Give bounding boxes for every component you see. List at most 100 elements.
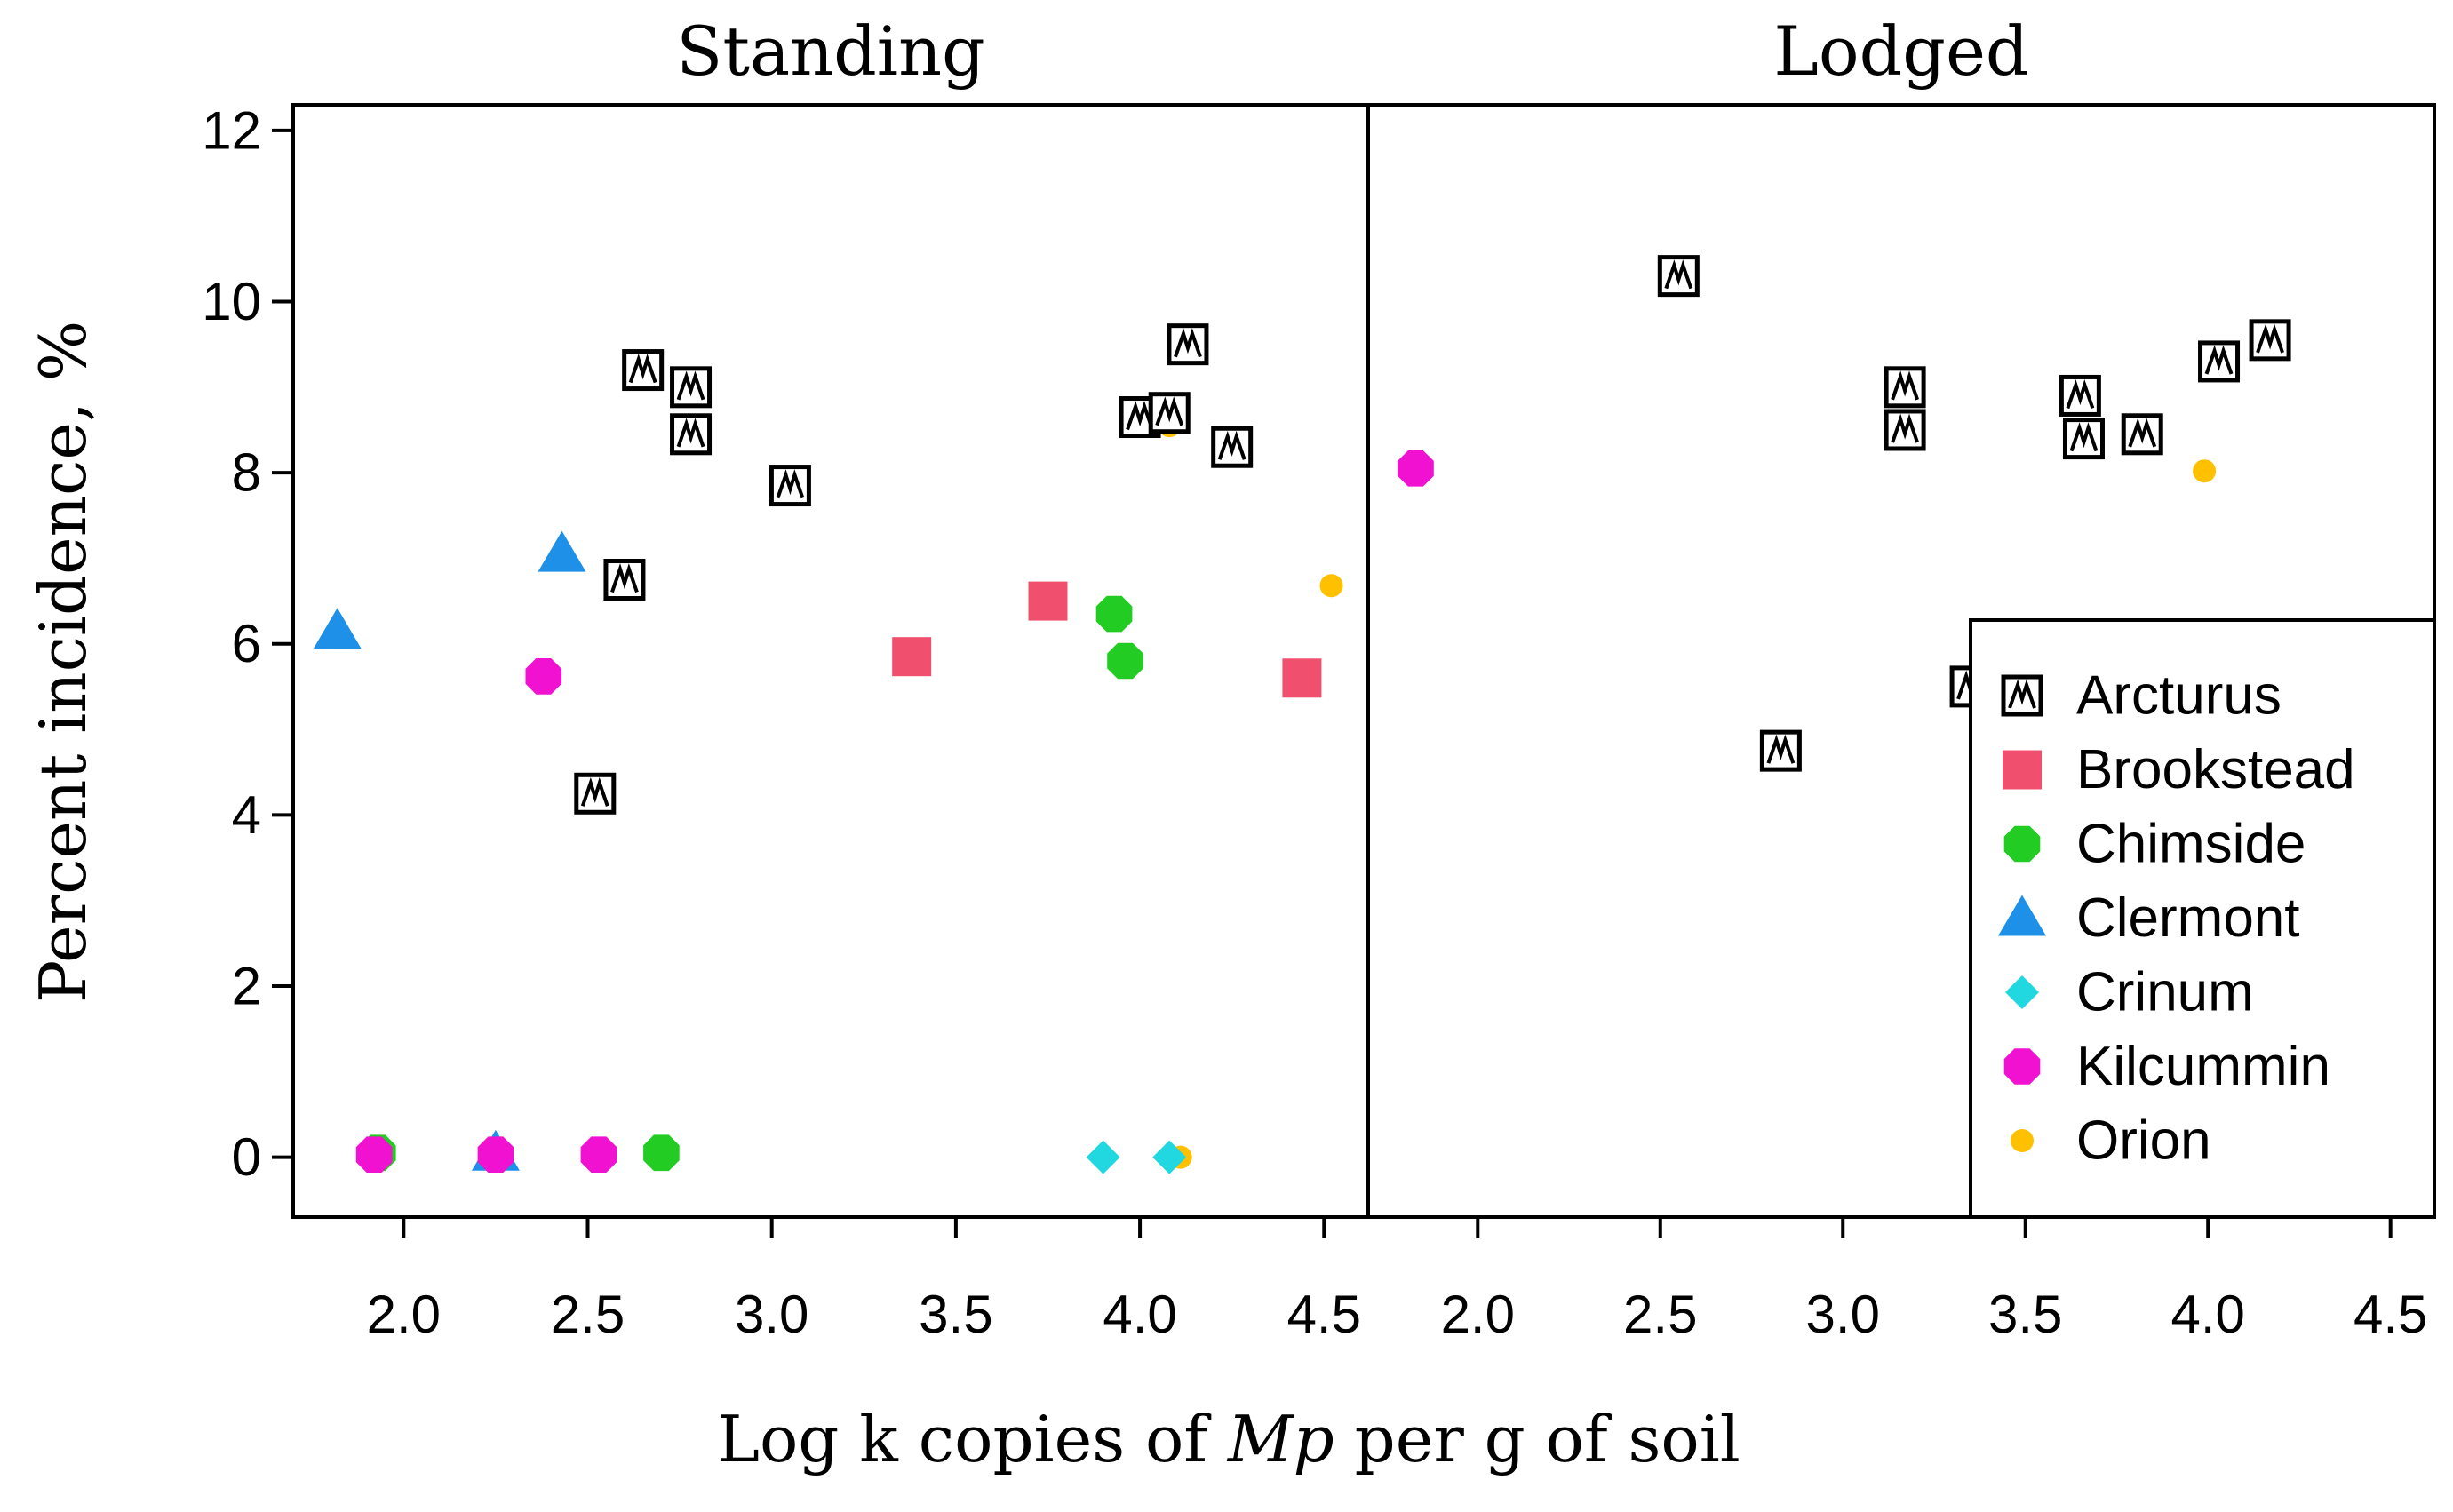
orion-point-standing [1319, 574, 1343, 598]
points-standing [313, 323, 1343, 1174]
y-tick-label: 2 [232, 956, 261, 1015]
arcturus-point-lodged [2062, 418, 2105, 460]
arcturus-point-lodged [2198, 340, 2241, 383]
chimside-point-standing [1095, 595, 1133, 633]
arcturus-point-lodged [2121, 413, 2163, 456]
brookstead-point-standing [1282, 658, 1322, 698]
legend-symbol-arcturus [2001, 674, 2043, 717]
arcturus-point-glyph [676, 370, 705, 401]
arcturus-point-glyph [610, 563, 639, 593]
legend-label-orion: Orion [2076, 1110, 2211, 1172]
legend-symbol-crinum [2005, 975, 2039, 1009]
y-tick-label: 8 [232, 443, 261, 503]
x-tick-label: 2.5 [551, 1285, 625, 1344]
legend-symbol-brookstead [2003, 750, 2042, 790]
legend-label-crinum: Crinum [2076, 962, 2254, 1023]
arcturus-point-standing [574, 772, 617, 815]
x-tick-label: 4.0 [2170, 1285, 2244, 1344]
arcturus-point-standing [769, 465, 811, 507]
x-tick-label: 3.5 [919, 1285, 992, 1344]
panel-title-standing: Standing [676, 12, 984, 91]
arcturus-point-standing [1167, 323, 1209, 366]
x-tick-label: 3.0 [735, 1285, 808, 1344]
y-axis: 0 2 4 6 8 10 12 [202, 100, 293, 1187]
arcturus-point-glyph [2128, 418, 2157, 448]
brookstead-point-standing [1028, 581, 1068, 621]
arcturus-point-standing [1148, 392, 1191, 434]
y-tick-label: 6 [232, 614, 261, 673]
legend-label-chimside: Chimside [2076, 814, 2306, 875]
x-axis-title-italic: Mp [1226, 1402, 1334, 1476]
arcturus-point-standing [1211, 426, 1254, 468]
orion-point-lodged [2193, 459, 2217, 483]
x-tick-label: 2.0 [1441, 1285, 1515, 1344]
kilcummin-point-standing [525, 658, 562, 695]
x-tick-label: 3.0 [1806, 1285, 1880, 1344]
x-tick-label: 2.0 [367, 1285, 441, 1344]
arcturus-point-glyph [1891, 413, 1919, 443]
clermont-point-standing [313, 608, 362, 649]
y-tick-label: 10 [202, 272, 261, 331]
arcturus-point-standing [622, 349, 665, 392]
arcturus-point-glyph [1174, 328, 1202, 358]
arcturus-point-standing [603, 559, 646, 601]
arcturus-point-glyph [1766, 734, 1796, 764]
brookstead-point-standing [892, 637, 932, 677]
x-axis-title-suffix: per g of soil [1334, 1402, 1740, 1476]
kilcummin-point-lodged [1398, 450, 1434, 487]
arcturus-point-glyph [628, 354, 657, 384]
chimside-point-standing [1107, 642, 1143, 680]
kilcummin-point-standing [580, 1136, 617, 1173]
plot-frame-standing [291, 103, 1370, 1219]
clermont-point-standing [538, 530, 586, 572]
arcturus-point-glyph [2204, 345, 2234, 375]
arcturus-point-standing [670, 413, 713, 456]
x-tick-label: 4.5 [2353, 1285, 2427, 1344]
x-tick-label: 4.0 [1103, 1285, 1176, 1344]
x-tick-label: 4.5 [1287, 1285, 1361, 1344]
points-lodged [1398, 255, 2291, 772]
x-tick-label: 2.5 [1623, 1285, 1697, 1344]
arcturus-point-glyph [2066, 379, 2095, 410]
arcturus-point-lodged [1884, 409, 1926, 451]
y-tick-label: 12 [202, 100, 261, 160]
arcturus-point-lodged [1657, 255, 1700, 298]
kilcummin-point-standing [477, 1136, 514, 1173]
legend-label-brookstead: Brookstead [2076, 739, 2355, 800]
arcturus-point-glyph [2256, 323, 2284, 354]
legend-box [1969, 618, 2436, 1219]
y-tick-label: 0 [232, 1127, 261, 1187]
x-axis-lodged: 2.0 2.5 3.0 3.5 4.0 4.5 [1441, 1217, 2427, 1344]
arcturus-point-glyph [2069, 422, 2099, 452]
arcturus-point-glyph [1155, 396, 1184, 426]
y-tick-label: 4 [232, 785, 261, 845]
arcturus-point-glyph [1217, 430, 1246, 460]
crinum-point-standing [1086, 1140, 1120, 1174]
legend-symbol-kilcummin [2003, 1048, 2041, 1085]
legend-symbol-orion [2011, 1129, 2034, 1152]
legend-symbol-clermont [1998, 895, 2046, 936]
y-axis-title: Percent incidence, % [26, 321, 100, 1003]
arcturus-point-glyph [2008, 679, 2036, 709]
arcturus-point-standing [670, 366, 713, 409]
arcturus-point-glyph [580, 776, 609, 807]
legend-symbol-chimside [2003, 825, 2041, 863]
x-tick-label: 3.5 [1988, 1285, 2062, 1344]
arcturus-point-glyph [1891, 370, 1919, 401]
arcturus-point-glyph [1664, 259, 1693, 290]
arcturus-point-lodged [2059, 374, 2101, 417]
legend: Arcturus Brookstead Chimside Clermont Crinum… [1969, 618, 2436, 1219]
legend-label-arcturus: Arcturus [2076, 665, 2282, 727]
panel-title-lodged: Lodged [1773, 12, 2028, 91]
legend-label-kilcummin: Kilcummin [2076, 1036, 2330, 1097]
chimside-point-standing [643, 1134, 680, 1172]
arcturus-point-glyph [776, 469, 805, 499]
x-axis-title-prefix: Log k copies of [717, 1402, 1228, 1476]
arcturus-point-glyph [1126, 401, 1154, 431]
kilcummin-point-standing [355, 1136, 393, 1173]
x-axis-title: Log k copies of Mp per g of soil [717, 1402, 1740, 1476]
x-axis-standing: 2.0 2.5 3.0 3.5 4.0 4.5 [367, 1217, 1361, 1344]
legend-label-clermont: Clermont [2076, 887, 2300, 949]
arcturus-point-lodged [1884, 366, 1926, 409]
